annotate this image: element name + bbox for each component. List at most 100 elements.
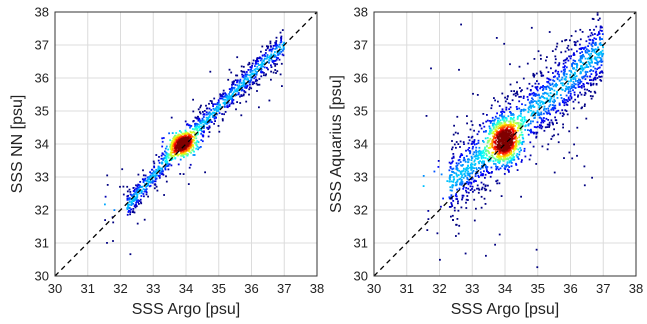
scatter-point — [582, 62, 584, 65]
scatter-point — [209, 119, 212, 122]
scatter-point — [596, 34, 599, 36]
scatter-point — [497, 144, 499, 147]
scatter-point — [243, 71, 246, 74]
scatter-point — [477, 150, 479, 153]
scatter-point — [457, 174, 460, 176]
scatter-point — [139, 201, 142, 204]
scatter-point — [226, 106, 229, 108]
scatter-point — [504, 165, 506, 167]
scatter-point — [264, 57, 266, 60]
scatter-point — [221, 95, 223, 98]
scatter-point — [467, 174, 469, 176]
scatter-point — [473, 159, 476, 162]
scatter-point — [276, 44, 279, 47]
scatter-point — [588, 53, 590, 56]
scatter-point — [177, 154, 179, 157]
scatter-point — [498, 162, 501, 164]
scatter-point — [127, 211, 130, 213]
scatter-point — [175, 138, 178, 141]
scatter-point — [524, 129, 527, 131]
scatter-point — [543, 105, 546, 108]
scatter-point — [202, 111, 204, 113]
scatter-point — [199, 121, 201, 123]
scatter-point — [274, 51, 276, 53]
scatter-point — [214, 120, 216, 122]
scatter-point — [239, 95, 241, 98]
scatter-point — [536, 266, 539, 269]
scatter-point — [218, 107, 221, 110]
scatter-point — [522, 137, 525, 140]
scatter-point — [192, 98, 194, 101]
scatter-point — [167, 154, 170, 157]
scatter-point — [597, 67, 600, 69]
scatter-point — [491, 141, 494, 143]
scatter-point — [476, 133, 479, 136]
scatter-point — [515, 106, 518, 108]
scatter-point — [194, 125, 196, 128]
scatter-point — [193, 128, 196, 131]
scatter-point — [512, 144, 514, 147]
scatter-point — [584, 51, 587, 54]
scatter-point — [183, 151, 186, 154]
scatter-point — [455, 141, 458, 143]
scatter-point — [482, 156, 485, 159]
scatter-point — [472, 146, 474, 148]
scatter-point — [471, 163, 474, 166]
scatter-point — [470, 182, 473, 185]
scatter-point — [182, 155, 185, 157]
scatter-point — [586, 66, 588, 68]
scatter-point — [593, 28, 595, 31]
scatter-point — [502, 163, 505, 166]
scatter-point — [581, 85, 583, 87]
scatter-point — [130, 200, 133, 203]
scatter-point — [151, 168, 153, 171]
scatter-point — [216, 110, 218, 113]
scatter-point — [217, 101, 220, 103]
scatter-point — [554, 55, 557, 58]
scatter-point — [193, 132, 196, 135]
scatter-point — [519, 147, 522, 149]
scatter-point — [231, 87, 234, 89]
scatter-point — [533, 106, 536, 108]
scatter-point — [224, 106, 226, 108]
scatter-point — [193, 142, 196, 144]
scatter-point — [591, 33, 594, 36]
scatter-point — [510, 162, 513, 164]
scatter-point — [531, 113, 533, 115]
scatter-point — [538, 114, 541, 117]
scatter-point — [179, 137, 181, 140]
scatter-point — [573, 91, 576, 94]
scatter-point — [553, 128, 555, 131]
scatter-point — [461, 170, 464, 173]
scatter-point — [537, 103, 539, 106]
scatter-point — [545, 66, 548, 69]
scatter-point — [256, 83, 259, 86]
scatter-point — [509, 121, 512, 124]
scatter-point — [498, 124, 501, 127]
scatter-point — [221, 118, 224, 120]
scatter-point — [267, 45, 270, 48]
scatter-point — [503, 134, 506, 136]
scatter-point — [499, 148, 501, 151]
scatter-point — [536, 121, 539, 124]
scatter-point — [492, 127, 495, 130]
scatter-point — [126, 197, 129, 200]
scatter-point — [540, 86, 542, 89]
scatter-point — [592, 39, 595, 42]
scatter-point — [521, 141, 524, 143]
scatter-point — [468, 139, 471, 142]
scatter-point — [456, 175, 459, 178]
scatter-point — [599, 38, 601, 41]
x-tick-label: 33 — [465, 281, 479, 296]
scatter-point — [250, 72, 253, 75]
scatter-point — [582, 55, 584, 57]
scatter-point — [569, 57, 572, 60]
scatter-point — [455, 223, 457, 226]
scatter-point — [470, 155, 473, 158]
scatter-point — [219, 95, 222, 97]
scatter-point — [536, 89, 539, 92]
scatter-point — [250, 66, 253, 69]
scatter-point — [484, 189, 487, 192]
scatter-point — [131, 198, 134, 200]
